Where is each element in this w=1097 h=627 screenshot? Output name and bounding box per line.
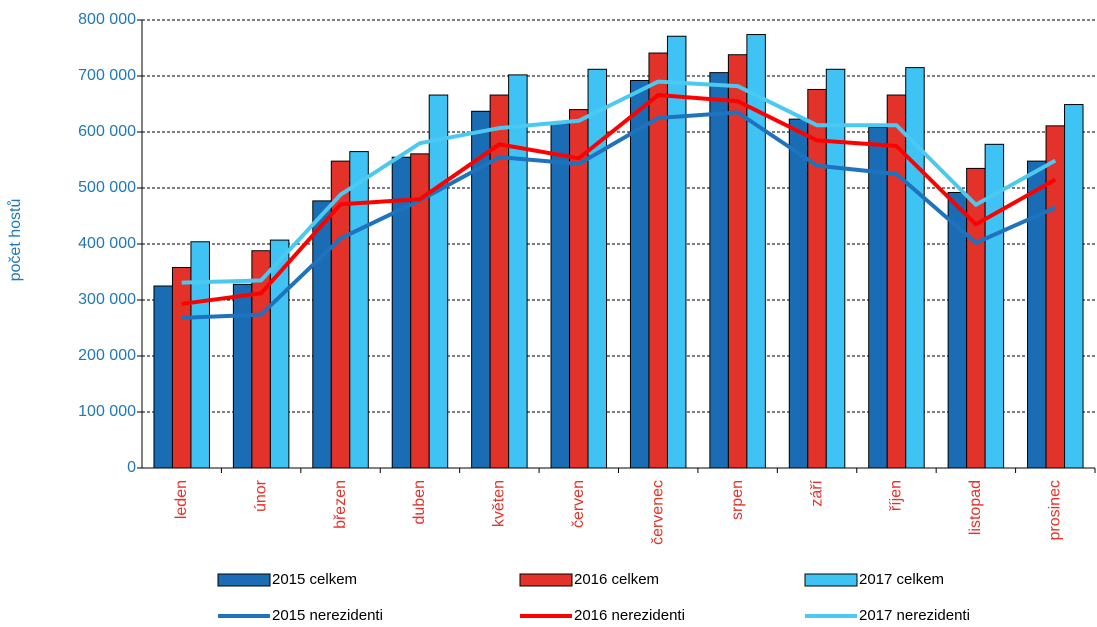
bar (1064, 104, 1084, 469)
legend-label: 2016 nerezidenti (574, 607, 685, 624)
bar (190, 241, 210, 469)
bar (587, 68, 608, 469)
x-tick-label: červen (570, 480, 587, 528)
bar (709, 72, 729, 469)
bar (508, 74, 528, 469)
bar (666, 35, 687, 469)
legend-label: 2015 nerezidenti (272, 607, 383, 624)
x-tick-label: květen (491, 480, 508, 527)
legend-swatch (804, 573, 858, 587)
x-tick-label: červenec (649, 480, 666, 545)
y-tick-label: 100 000 (78, 403, 136, 420)
x-tick-label: březen (332, 480, 349, 529)
y-axis-label: počet hostů (6, 199, 24, 282)
bar (312, 200, 332, 469)
y-tick-label: 300 000 (78, 291, 136, 308)
legend-label: 2017 celkem (859, 571, 944, 588)
x-tick-label: leden (173, 480, 190, 519)
line (181, 110, 1057, 320)
y-tick-label: 800 000 (78, 11, 136, 28)
y-tick-label: 600 000 (78, 123, 136, 140)
bar (550, 123, 571, 469)
x-tick-label: únor (252, 479, 269, 512)
y-tick-label: 500 000 (78, 179, 136, 196)
bar (349, 151, 369, 469)
x-tick-label: duben (411, 480, 428, 525)
bar (391, 156, 412, 469)
y-tick-label: 700 000 (78, 67, 136, 84)
legend-swatch (217, 573, 271, 587)
line (181, 79, 1057, 285)
bar (232, 283, 253, 469)
x-tick-label: srpen (729, 480, 746, 520)
bar (825, 68, 846, 469)
bar (788, 118, 809, 469)
x-tick-label: září (808, 479, 825, 506)
x-tick-label: listopad (967, 480, 984, 535)
y-tick-label: 0 (127, 459, 136, 476)
line (181, 93, 1057, 306)
x-tick-label: prosinec (1047, 480, 1064, 540)
bar (905, 67, 925, 469)
bar (966, 167, 986, 469)
bar (153, 285, 173, 469)
legend-label: 2015 celkem (272, 571, 357, 588)
bar (171, 267, 192, 469)
legend-label: 2017 nerezidenti (859, 607, 970, 624)
y-tick-label: 200 000 (78, 347, 136, 364)
bar (1027, 160, 1047, 469)
bar (868, 127, 888, 469)
legend-label: 2016 celkem (574, 571, 659, 588)
bar (428, 94, 449, 469)
bar (807, 88, 827, 469)
bar (1045, 125, 1066, 469)
y-tick-label: 400 000 (78, 235, 136, 252)
bar (648, 52, 668, 469)
bar (629, 79, 650, 469)
legend-swatch (519, 573, 573, 587)
x-tick-label: říjen (888, 480, 905, 511)
